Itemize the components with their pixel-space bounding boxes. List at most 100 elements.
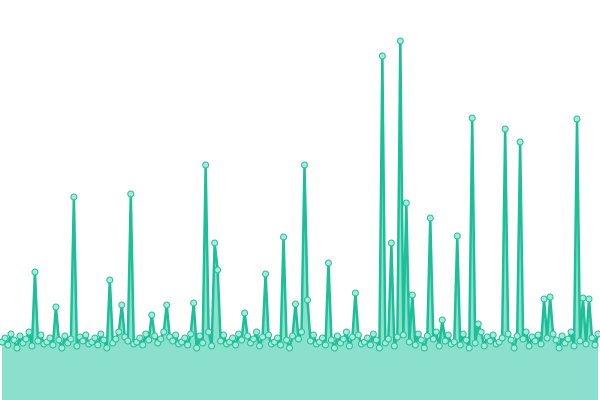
point [501, 125, 509, 133]
point [142, 330, 150, 338]
point [396, 37, 404, 45]
point [16, 332, 24, 340]
point [172, 331, 180, 339]
point [115, 328, 123, 336]
point [163, 301, 171, 309]
point [1, 334, 9, 342]
point [426, 214, 434, 222]
point [274, 334, 282, 342]
point [94, 341, 102, 349]
point [372, 336, 380, 344]
point [10, 336, 18, 344]
point [567, 328, 575, 336]
point [127, 190, 135, 198]
point [516, 138, 524, 146]
point [7, 330, 15, 338]
point [187, 330, 195, 338]
area-fill [2, 41, 598, 400]
point [378, 52, 386, 60]
point [79, 337, 87, 345]
point [100, 336, 108, 344]
point [525, 342, 533, 350]
point [531, 337, 539, 345]
point [393, 333, 401, 341]
point [444, 331, 452, 339]
point [67, 335, 75, 343]
point [73, 342, 81, 350]
point [543, 334, 551, 342]
point [160, 328, 168, 336]
point [579, 294, 587, 302]
point [25, 328, 33, 336]
point [513, 332, 521, 340]
point [289, 332, 297, 340]
point [124, 337, 132, 345]
point [342, 328, 350, 336]
point [34, 337, 42, 345]
point [399, 331, 407, 339]
point [196, 332, 204, 340]
point [591, 341, 599, 349]
point [456, 341, 464, 349]
point [318, 334, 326, 342]
point [549, 330, 557, 338]
point [118, 301, 126, 309]
point [489, 331, 497, 339]
point [70, 193, 78, 201]
point [534, 331, 542, 339]
point [112, 335, 120, 343]
point [321, 341, 329, 349]
point [480, 342, 488, 350]
point [468, 114, 476, 122]
point [366, 341, 374, 349]
point [417, 336, 425, 344]
point [429, 335, 437, 343]
point [91, 334, 99, 342]
point [13, 344, 21, 352]
point [432, 328, 440, 336]
point [82, 331, 90, 339]
point [552, 336, 560, 344]
point [438, 316, 446, 324]
point [540, 295, 548, 303]
point [238, 336, 246, 344]
point [31, 268, 39, 276]
point [145, 336, 153, 344]
point [423, 332, 431, 340]
point [55, 336, 63, 344]
point [324, 259, 332, 267]
point [4, 341, 12, 349]
point [309, 331, 317, 339]
area-line [0, 39, 600, 350]
point [450, 338, 458, 346]
point [582, 340, 590, 348]
point [37, 331, 45, 339]
point [253, 328, 261, 336]
point [265, 331, 273, 339]
point [103, 344, 111, 352]
point [363, 334, 371, 342]
point [205, 328, 213, 336]
point [354, 331, 362, 339]
point [330, 344, 338, 352]
point [573, 115, 581, 123]
point [229, 334, 237, 342]
point [280, 233, 288, 241]
point [244, 332, 252, 340]
point [414, 330, 422, 338]
point [184, 341, 192, 349]
point [157, 335, 165, 343]
point [588, 334, 596, 342]
point [49, 341, 57, 349]
point [232, 341, 240, 349]
point [202, 161, 210, 169]
point [585, 295, 593, 303]
point [402, 199, 410, 207]
point [387, 239, 395, 247]
point [558, 332, 566, 340]
point [471, 339, 479, 347]
point [420, 344, 428, 352]
point [61, 332, 69, 340]
point [477, 328, 485, 336]
